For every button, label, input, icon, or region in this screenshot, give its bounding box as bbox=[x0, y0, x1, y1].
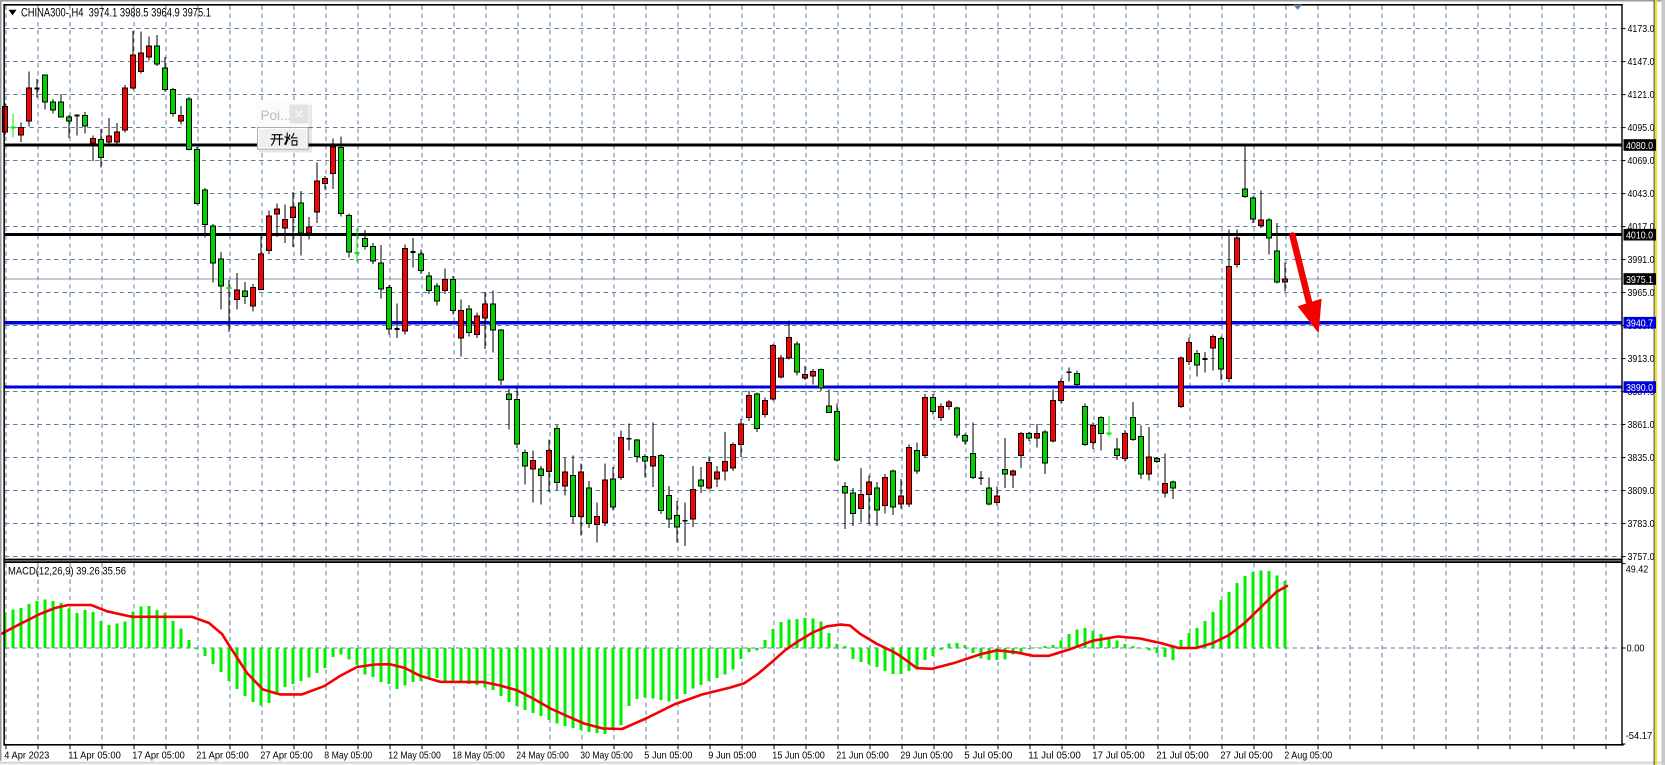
svg-text:4095.0: 4095.0 bbox=[1628, 122, 1655, 134]
svg-text:CHINA300-,H4 3974.1 3988.5 39: CHINA300-,H4 3974.1 3988.5 3964.9 3975.1 bbox=[21, 6, 211, 20]
svg-text:3975.1: 3975.1 bbox=[1626, 274, 1653, 286]
svg-text:4043.0: 4043.0 bbox=[1628, 188, 1655, 200]
svg-text:4 Apr 2023: 4 Apr 2023 bbox=[4, 751, 49, 762]
svg-text:24 May 05:00: 24 May 05:00 bbox=[516, 751, 569, 762]
svg-text:5 Jun 05:00: 5 Jun 05:00 bbox=[644, 751, 692, 762]
svg-text:MACD(12,26,9) 39.26 35.56: MACD(12,26,9) 39.26 35.56 bbox=[8, 566, 126, 578]
svg-text:3965.0: 3965.0 bbox=[1628, 287, 1655, 299]
svg-text:3757.0: 3757.0 bbox=[1628, 551, 1655, 563]
svg-text:11 Jul 05:00: 11 Jul 05:00 bbox=[1028, 751, 1081, 762]
svg-text:27 Jul 05:00: 27 Jul 05:00 bbox=[1220, 751, 1273, 762]
svg-text:4173.0: 4173.0 bbox=[1628, 23, 1655, 35]
svg-text:17 Jul 05:00: 17 Jul 05:00 bbox=[1092, 751, 1145, 762]
svg-text:5 Jul 05:00: 5 Jul 05:00 bbox=[964, 751, 1012, 762]
svg-text:17 Apr 05:00: 17 Apr 05:00 bbox=[132, 751, 185, 762]
svg-text:29 Jun 05:00: 29 Jun 05:00 bbox=[900, 751, 953, 762]
svg-text:12 May 05:00: 12 May 05:00 bbox=[388, 751, 441, 762]
svg-text:27 Apr 05:00: 27 Apr 05:00 bbox=[260, 751, 313, 762]
svg-text:3940.7: 3940.7 bbox=[1626, 318, 1653, 330]
svg-text:21 Jun 05:00: 21 Jun 05:00 bbox=[836, 751, 889, 762]
svg-text:21 Apr 05:00: 21 Apr 05:00 bbox=[196, 751, 249, 762]
svg-text:3835.0: 3835.0 bbox=[1628, 452, 1655, 464]
svg-text:8 May 05:00: 8 May 05:00 bbox=[324, 751, 372, 762]
svg-text:30 May 05:00: 30 May 05:00 bbox=[580, 751, 633, 762]
svg-text:3913.0: 3913.0 bbox=[1628, 353, 1655, 365]
svg-text:21 Jul 05:00: 21 Jul 05:00 bbox=[1156, 751, 1209, 762]
svg-text:3783.0: 3783.0 bbox=[1628, 518, 1655, 530]
svg-text:49.42: 49.42 bbox=[1626, 563, 1649, 575]
svg-text:3890.0: 3890.0 bbox=[1626, 382, 1653, 394]
svg-text:15 Jun 05:00: 15 Jun 05:00 bbox=[772, 751, 825, 762]
svg-text:2 Aug 05:00: 2 Aug 05:00 bbox=[1284, 751, 1332, 762]
svg-text:4121.0: 4121.0 bbox=[1628, 89, 1655, 101]
svg-text:11 Apr 05:00: 11 Apr 05:00 bbox=[68, 751, 121, 762]
svg-text:18 May 05:00: 18 May 05:00 bbox=[452, 751, 505, 762]
svg-text:9 Jun 05:00: 9 Jun 05:00 bbox=[708, 751, 756, 762]
svg-text:3809.0: 3809.0 bbox=[1628, 485, 1655, 497]
svg-text:4080.0: 4080.0 bbox=[1626, 140, 1653, 152]
svg-text:-54.17: -54.17 bbox=[1626, 730, 1653, 742]
svg-text:3991.0: 3991.0 bbox=[1628, 254, 1655, 266]
svg-text:4147.0: 4147.0 bbox=[1628, 56, 1655, 68]
svg-text:3861.0: 3861.0 bbox=[1628, 419, 1655, 431]
svg-text:Poi...: Poi... bbox=[261, 108, 292, 123]
svg-text:4010.0: 4010.0 bbox=[1626, 230, 1653, 242]
svg-text:0.00: 0.00 bbox=[1627, 643, 1645, 655]
svg-text:4069.0: 4069.0 bbox=[1628, 155, 1655, 167]
